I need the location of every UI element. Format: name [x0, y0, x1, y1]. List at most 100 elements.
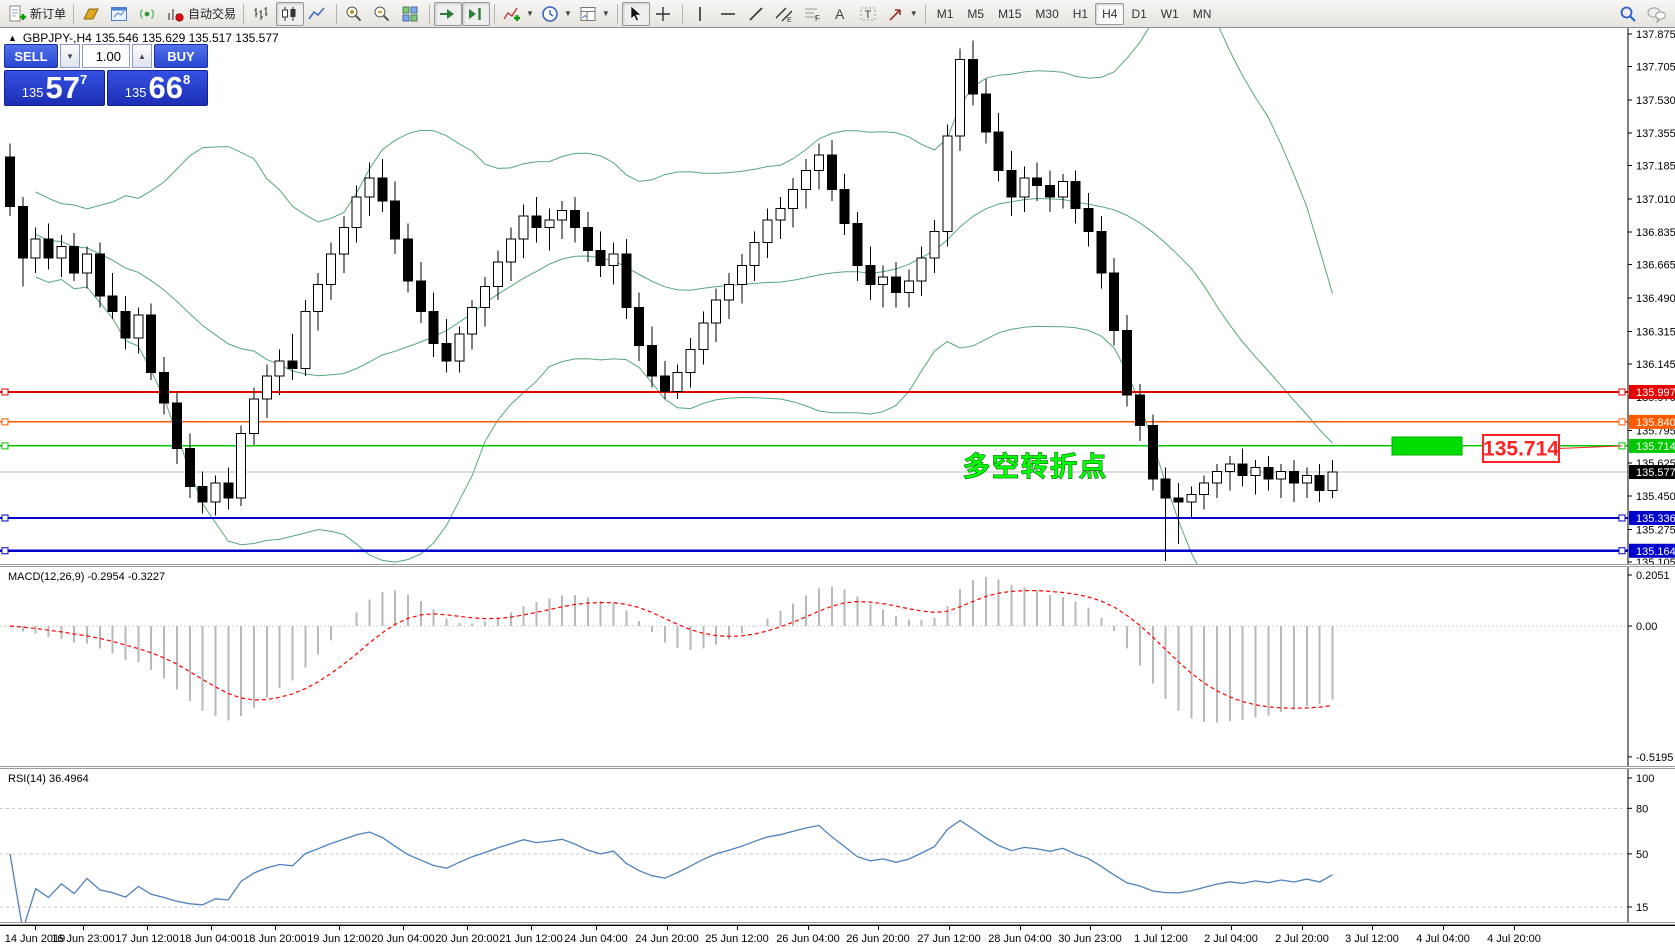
level-line-135.840[interactable]	[0, 418, 1628, 426]
volume-input[interactable]: 1.00	[82, 44, 130, 68]
time-axis[interactable]: 14 Jun 2019 16 Jun 23:00 17 Jun 12:00 18 Ju…	[0, 925, 1675, 951]
profiles-button[interactable]	[106, 2, 134, 26]
svg-text:0.2051: 0.2051	[1636, 570, 1670, 582]
arrows-button[interactable]: ▼	[883, 2, 921, 26]
time-label: 19 Jun 12:00	[307, 933, 371, 945]
time-tick	[1443, 926, 1444, 930]
time-tick	[1231, 926, 1232, 930]
time-tick	[1302, 926, 1303, 930]
time-label: 30 Jun 23:00	[1058, 933, 1122, 945]
vertical-line-button[interactable]	[687, 2, 715, 26]
new-chart-button[interactable]	[78, 2, 106, 26]
time-label: 20 Jun 04:00	[371, 933, 435, 945]
toolbar-separator	[924, 3, 926, 24]
price-axis[interactable]: 137.875 137.705 137.530 137.355 137.185 137.0…	[1627, 28, 1675, 564]
svg-text:F: F	[815, 14, 820, 23]
dropdown-caret-icon[interactable]: ▼	[909, 9, 918, 18]
autotrading-button[interactable]: 自动交易	[162, 2, 239, 26]
level-line-135.336[interactable]	[0, 514, 1628, 522]
volume-increase-button[interactable]: ▲	[132, 44, 152, 68]
buy-button[interactable]: BUY	[154, 44, 208, 68]
time-label: 17 Jun 12:00	[115, 933, 179, 945]
svg-text:135.997: 135.997	[1636, 387, 1675, 399]
dropdown-caret-icon[interactable]: ▼	[526, 9, 534, 18]
time-label: 20 Jun 20:00	[435, 933, 499, 945]
bollinger-bands	[35, 28, 1333, 564]
dropdown-caret-icon[interactable]: ▼	[601, 9, 610, 18]
periods-button[interactable]: ▼	[537, 2, 575, 26]
svg-text:A: A	[835, 6, 845, 22]
buy-price-box[interactable]: 135 66 8	[107, 70, 208, 106]
search-icon[interactable]	[1615, 2, 1643, 26]
sell-button[interactable]: SELL	[4, 44, 58, 68]
horizontal-line-button[interactable]	[715, 2, 743, 26]
chat-icon[interactable]	[1643, 2, 1671, 26]
price-callout[interactable]: 135.714	[1482, 434, 1623, 463]
level-line-135.164[interactable]	[0, 547, 1628, 555]
timeframe-h4-button[interactable]: H4	[1095, 2, 1125, 25]
timeframe-m5-button[interactable]: M5	[967, 6, 985, 21]
bars-icon	[251, 4, 271, 24]
dropdown-caret-icon[interactable]: ▼	[563, 9, 572, 18]
svg-text:135.840: 135.840	[1636, 417, 1675, 429]
sell-price-pip: 7	[79, 72, 88, 87]
toolbar-separator	[494, 3, 496, 24]
highlight-rectangle[interactable]	[1391, 436, 1463, 456]
time-tick	[275, 926, 276, 930]
timeframe-d1-button[interactable]: D1	[1131, 6, 1147, 21]
crosshair-button[interactable]	[650, 2, 678, 26]
svg-text:136.835: 136.835	[1636, 227, 1675, 239]
svg-text:137.355: 137.355	[1636, 128, 1675, 140]
line-chart-button[interactable]	[304, 2, 332, 26]
pane-separator	[0, 922, 1675, 925]
text-icon: A	[830, 4, 850, 24]
time-tick	[35, 926, 36, 930]
level-line-135.997[interactable]	[0, 388, 1628, 396]
clock-icon	[540, 4, 560, 24]
svg-text:135.105: 135.105	[1636, 557, 1675, 564]
pane-separator[interactable]	[0, 564, 1675, 567]
toolbar-separator	[616, 3, 618, 24]
svg-text:135.275: 135.275	[1636, 525, 1675, 537]
volume-decrease-button[interactable]: ▼	[60, 44, 80, 68]
templates-button[interactable]: ▼	[575, 2, 613, 26]
collapse-arrow-icon[interactable]: ▲	[8, 33, 17, 43]
new-order-button[interactable]: 新订单	[4, 2, 69, 26]
time-label: 4 Jul 04:00	[1416, 933, 1470, 945]
text-button[interactable]: A	[827, 2, 855, 26]
channel-button[interactable]: E	[771, 2, 799, 26]
rsi-axis[interactable]: 100 80 50 15	[1627, 769, 1654, 922]
macd-indicator-pane[interactable]: MACD(12,26,9) -0.2954 -0.3227 0.2051 0.00 -…	[0, 567, 1675, 766]
chart-shift-button[interactable]	[462, 1, 491, 26]
price-badge	[1629, 465, 1675, 480]
zoom-out-icon	[372, 4, 392, 24]
macd-axis[interactable]: 0.2051 0.00 -0.5195	[1627, 567, 1673, 766]
timeframe-m1-button[interactable]: M1	[936, 6, 954, 21]
tile-windows-button[interactable]	[397, 2, 425, 26]
timeframe-m15-button[interactable]: M15	[998, 6, 1022, 21]
fibonacci-button[interactable]: F	[799, 2, 827, 26]
indicators-button[interactable]: ▼	[499, 2, 537, 26]
label-button[interactable]: T	[855, 2, 883, 26]
time-label: 3 Jul 12:00	[1345, 933, 1399, 945]
buy-price-pip: 8	[182, 72, 191, 87]
trendline-button[interactable]	[743, 2, 771, 26]
pane-separator[interactable]	[0, 766, 1675, 769]
rsi-indicator-pane[interactable]: RSI(14) 36.4964 100 80 50 15	[0, 769, 1675, 922]
autotrade-icon	[165, 4, 185, 24]
auto-scroll-button[interactable]	[434, 1, 463, 26]
zoom-in-button[interactable]	[341, 2, 369, 26]
cursor-button[interactable]	[621, 1, 650, 26]
timeframe-h1-button[interactable]: H1	[1072, 6, 1089, 21]
timeframe-m30-button[interactable]: M30	[1035, 6, 1059, 21]
signals-button[interactable]	[134, 2, 162, 26]
price-badge	[1629, 438, 1675, 453]
zoom-out-button[interactable]	[369, 2, 397, 26]
main-chart-pane[interactable]: 多空转折点 135.714 137.875 137.705 137.530 137.355…	[0, 28, 1675, 564]
toolbar-separator	[336, 3, 338, 24]
candlestick-chart-button[interactable]	[276, 1, 305, 26]
sell-price-box[interactable]: 135 57 7	[4, 70, 105, 106]
timeframe-mn-button[interactable]: MN	[1192, 6, 1212, 21]
bar-chart-button[interactable]	[248, 2, 276, 26]
timeframe-w1-button[interactable]: W1	[1160, 6, 1179, 21]
